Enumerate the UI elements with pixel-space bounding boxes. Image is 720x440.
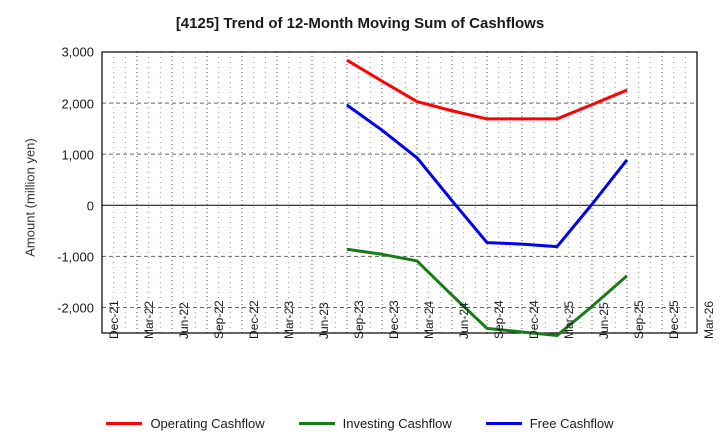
x-tick-label: Jun-24 <box>457 302 471 339</box>
x-tick-label: Mar-24 <box>422 300 436 339</box>
gridlines <box>101 51 698 333</box>
legend-label: Operating Cashflow <box>150 416 265 431</box>
y-tick-label: -2,000 <box>57 300 94 316</box>
legend-label: Free Cashflow <box>529 416 614 431</box>
y-tick-label: 0 <box>86 198 94 214</box>
axis-frame <box>101 51 698 334</box>
y-tick-label: -1,000 <box>57 249 94 265</box>
x-tick-label: Sep-24 <box>492 300 506 339</box>
legend-item[interactable]: Operating Cashflow <box>106 416 265 431</box>
y-tick-label: 2,000 <box>61 96 94 112</box>
x-tick-label: Sep-25 <box>632 300 646 339</box>
legend-item[interactable]: Investing Cashflow <box>298 416 452 431</box>
x-tick-label: Dec-25 <box>667 300 681 339</box>
legend-item[interactable]: Free Cashflow <box>485 416 614 431</box>
series-line <box>346 58 628 121</box>
y-tick-label: 1,000 <box>61 147 94 163</box>
x-tick-label: Mar-23 <box>282 300 296 339</box>
x-tick-label: Dec-23 <box>387 300 401 339</box>
x-tick-label: Dec-21 <box>107 300 121 339</box>
x-tick-label: Sep-23 <box>352 300 366 339</box>
x-tick-label: Dec-22 <box>247 300 261 339</box>
x-tick-label: Mar-26 <box>702 300 716 339</box>
legend-label: Investing Cashflow <box>342 416 452 431</box>
legend-swatch-icon <box>106 422 143 425</box>
x-tick-label: Jun-22 <box>177 302 191 339</box>
x-tick-label: Jun-23 <box>317 302 331 339</box>
legend-swatch-icon <box>298 422 335 425</box>
series-line <box>346 247 628 338</box>
x-tick-label: Dec-24 <box>527 300 541 339</box>
x-tick-label: Mar-25 <box>562 300 576 339</box>
y-axis-tick-labels: 3,000 2,000 1,000 0 -1,000 -2,000 <box>34 0 94 440</box>
series-line <box>346 103 629 249</box>
chart-title: [4125] Trend of 12-Month Moving Sum of C… <box>175 15 545 32</box>
y-tick-label: 3,000 <box>61 44 94 60</box>
legend-swatch-icon <box>485 422 522 425</box>
x-tick-label: Jun-25 <box>597 302 611 339</box>
chart-legend: Operating Cashflow Investing Cashflow Free… <box>0 417 720 430</box>
x-tick-label: Sep-22 <box>212 300 226 339</box>
x-tick-label: Mar-22 <box>142 300 156 339</box>
